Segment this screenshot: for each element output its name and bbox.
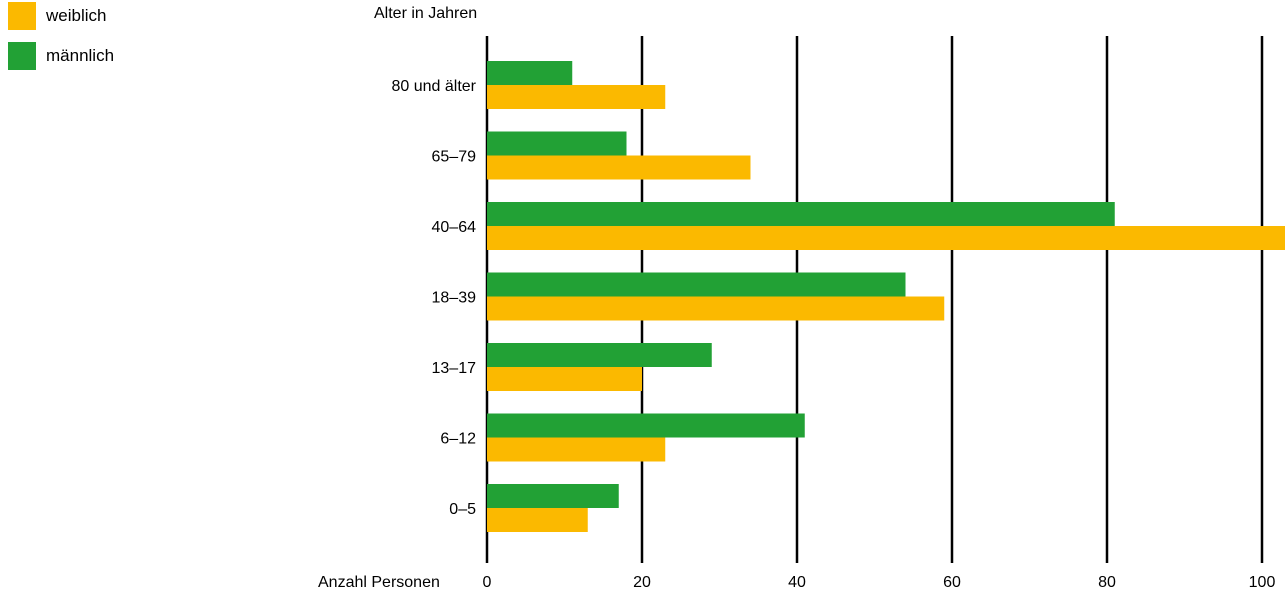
- x-tick-label: 20: [633, 574, 651, 591]
- legend-swatch-maennlich: [8, 42, 36, 70]
- bar-maennlich: [487, 484, 619, 508]
- legend-swatch-weiblich: [8, 2, 36, 30]
- category-label: 13–17: [432, 360, 477, 377]
- bars: [487, 61, 1285, 532]
- category-label: 65–79: [432, 149, 477, 166]
- bar-weiblich: [487, 85, 666, 109]
- legend-item-weiblich: weiblich: [8, 2, 114, 30]
- legend-label-maennlich: männlich: [46, 46, 115, 65]
- category-label: 6–12: [440, 431, 476, 448]
- category-labels: 80 und älter 65–79 40–64 18–39 13–17 6–12 0–5: [391, 78, 476, 518]
- bar-weiblich: [487, 367, 642, 391]
- bar-weiblich: [487, 226, 1285, 250]
- bar-weiblich: [487, 437, 666, 462]
- bar-maennlich: [487, 272, 906, 297]
- y-axis-title: Alter in Jahren: [374, 5, 478, 22]
- x-tick-label: 0: [483, 574, 492, 591]
- legend-item-maennlich: männlich: [8, 42, 114, 70]
- x-axis-title: Anzahl Personen: [318, 574, 440, 591]
- x-tick-label: 40: [788, 574, 806, 591]
- bar-maennlich: [487, 202, 1115, 226]
- bar-maennlich: [487, 413, 805, 438]
- x-tick-label: 100: [1249, 574, 1276, 591]
- legend-label-weiblich: weiblich: [46, 6, 107, 25]
- bar-weiblich: [487, 508, 588, 532]
- bar-weiblich: [487, 155, 751, 180]
- category-label: 0–5: [449, 501, 476, 518]
- bar-maennlich: [487, 343, 712, 367]
- category-label: 80 und älter: [391, 78, 476, 95]
- category-label: 18–39: [432, 290, 477, 307]
- bar-maennlich: [487, 61, 573, 85]
- bar-maennlich: [487, 131, 627, 156]
- category-label: 40–64: [432, 219, 477, 236]
- legend: weiblich männlich: [8, 2, 114, 82]
- x-tick-label: 60: [943, 574, 961, 591]
- bar-weiblich: [487, 296, 945, 321]
- x-tick-label: 80: [1098, 574, 1116, 591]
- x-tick-labels: 0 20 40 60 80 100: [483, 574, 1276, 591]
